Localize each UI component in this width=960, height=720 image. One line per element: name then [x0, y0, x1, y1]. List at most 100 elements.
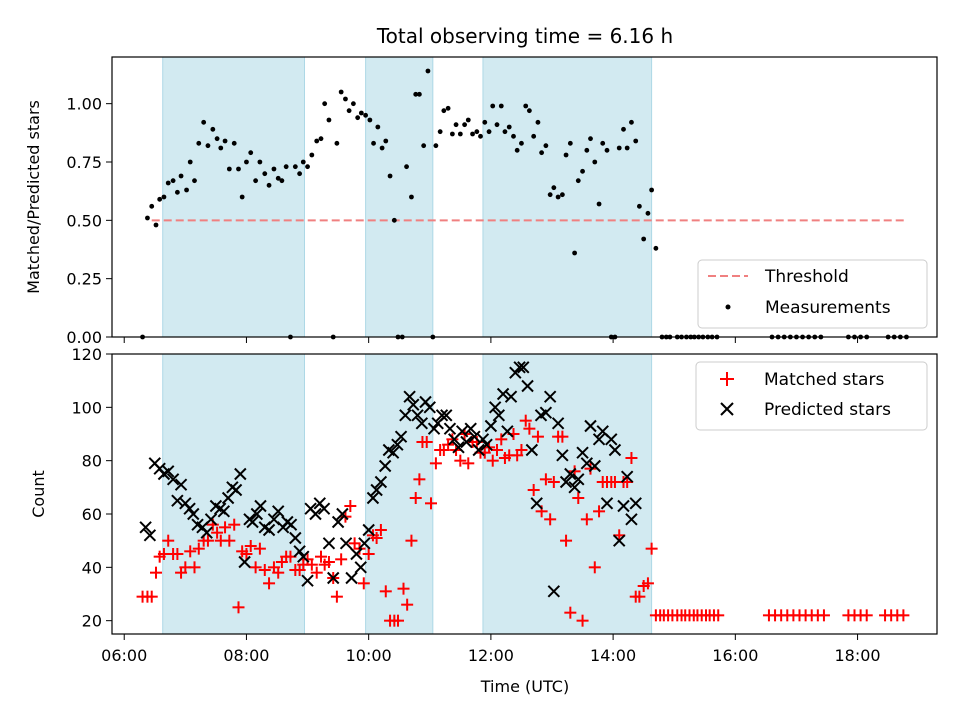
- predicted-star-point: [600, 497, 614, 510]
- measurement-point: [334, 140, 340, 146]
- matched-star-point: [486, 454, 499, 467]
- measurement-point: [584, 147, 590, 153]
- measurement-point: [355, 115, 361, 121]
- matched-star-point: [560, 534, 573, 547]
- predicted-star-point: [293, 545, 306, 558]
- matched-star-point: [374, 524, 387, 536]
- predicted-star-stroke-b: [322, 537, 336, 550]
- measurement-point: [346, 108, 352, 114]
- bottom-x-tick-label: 14:00: [590, 646, 636, 665]
- predicted-star-point: [613, 534, 626, 547]
- measurement-point: [600, 140, 606, 146]
- measurement-point: [184, 187, 189, 193]
- measurement-point: [511, 133, 516, 139]
- predicted-star-stroke-b: [339, 537, 353, 550]
- matched-star-point: [211, 526, 224, 539]
- matched-star-point: [258, 564, 271, 576]
- measurement-point: [350, 101, 356, 107]
- bottom-y-axis-label: Count: [29, 470, 48, 518]
- predicted-star-point: [423, 401, 436, 414]
- measurement-point: [555, 194, 561, 200]
- predicted-star-point: [460, 435, 473, 449]
- predicted-star-stroke-b: [378, 459, 392, 473]
- predicted-star-stroke-b: [162, 465, 175, 478]
- measurement-point: [580, 168, 585, 174]
- measurement-point: [498, 103, 504, 109]
- predicted-star-point: [370, 483, 383, 497]
- measurement-point: [257, 159, 263, 165]
- predicted-star-stroke-b: [289, 531, 302, 545]
- measurement-point: [314, 138, 320, 144]
- matched-star-point: [584, 462, 597, 475]
- predicted-star-stroke-b: [301, 574, 314, 587]
- predicted-star-stroke-b: [521, 379, 534, 393]
- predicted-star-stroke-b: [568, 481, 581, 494]
- predicted-star-point: [547, 585, 561, 598]
- predicted-star-stroke-b: [525, 443, 539, 457]
- predicted-star-point: [171, 494, 184, 507]
- shaded-interval-1: [365, 57, 433, 337]
- bottom-x-tick-label: 18:00: [835, 646, 881, 665]
- predicted-star-point: [272, 505, 285, 518]
- predicted-star-point: [399, 409, 412, 422]
- measurement-point: [645, 210, 651, 216]
- bottom-y-tick-label: 60: [82, 505, 102, 524]
- matched-star-point: [429, 457, 442, 470]
- matched-star-point: [425, 497, 437, 510]
- legend-measurements-label: Measurements: [765, 298, 891, 318]
- predicted-star-stroke-b: [217, 505, 231, 518]
- predicted-star-stroke-b: [620, 470, 634, 483]
- measurement-point: [653, 245, 659, 251]
- predicted-star-stroke-b: [187, 507, 200, 521]
- predicted-star-stroke-b: [366, 491, 380, 505]
- matched-star-point: [547, 476, 560, 488]
- matched-star-point: [330, 590, 343, 603]
- measurement-point: [318, 136, 324, 142]
- measurement-point: [592, 159, 598, 165]
- predicted-star-stroke-b: [171, 494, 184, 507]
- measurement-point: [338, 89, 344, 95]
- predicted-star-point: [543, 390, 557, 403]
- predicted-star-point: [250, 507, 264, 521]
- predicted-star-stroke-b: [309, 507, 322, 521]
- measurement-point: [153, 222, 159, 228]
- measurement-point: [559, 192, 565, 198]
- measurement-point: [210, 126, 216, 132]
- top-y-ticks: 0.00 0.25 0.50 0.75 1.00: [66, 95, 112, 347]
- measurement-point: [214, 136, 220, 142]
- measurement-point: [283, 164, 289, 170]
- predicted-star-point: [608, 443, 622, 457]
- predicted-star-point: [322, 537, 336, 550]
- matched-star-point: [171, 548, 184, 560]
- matched-star-point: [580, 513, 593, 526]
- matched-star-point: [515, 444, 528, 456]
- predicted-star-point: [617, 499, 630, 513]
- predicted-star-point: [394, 430, 408, 443]
- predicted-star-stroke-b: [472, 443, 485, 457]
- predicted-star-stroke-b: [455, 425, 469, 438]
- predicted-star-stroke-b: [588, 459, 601, 473]
- predicted-star-stroke-b: [191, 518, 204, 531]
- matched-star-point: [860, 609, 873, 622]
- measurement-point: [633, 138, 639, 144]
- predicted-star-point: [139, 521, 152, 534]
- predicted-star-point: [427, 422, 441, 435]
- predicted-star-point: [229, 483, 243, 497]
- predicted-star-point: [204, 513, 218, 526]
- predicted-star-stroke-b: [468, 430, 481, 443]
- predicted-star-point: [580, 457, 594, 470]
- predicted-star-stroke-b: [345, 571, 358, 585]
- predicted-star-point: [297, 550, 310, 563]
- predicted-star-point: [556, 449, 569, 462]
- measurement-point: [445, 105, 451, 111]
- predicted-star-point: [551, 417, 565, 430]
- measurement-point: [196, 140, 202, 146]
- measurement-point: [531, 133, 537, 139]
- predicted-star-point: [262, 523, 276, 537]
- predicted-star-stroke-b: [267, 513, 281, 526]
- shaded-interval-0: [162, 354, 305, 634]
- predicted-star-point: [331, 515, 345, 529]
- matched-star-point: [392, 614, 404, 627]
- predicted-star-point: [476, 433, 490, 446]
- predicted-star-stroke-b: [297, 550, 310, 563]
